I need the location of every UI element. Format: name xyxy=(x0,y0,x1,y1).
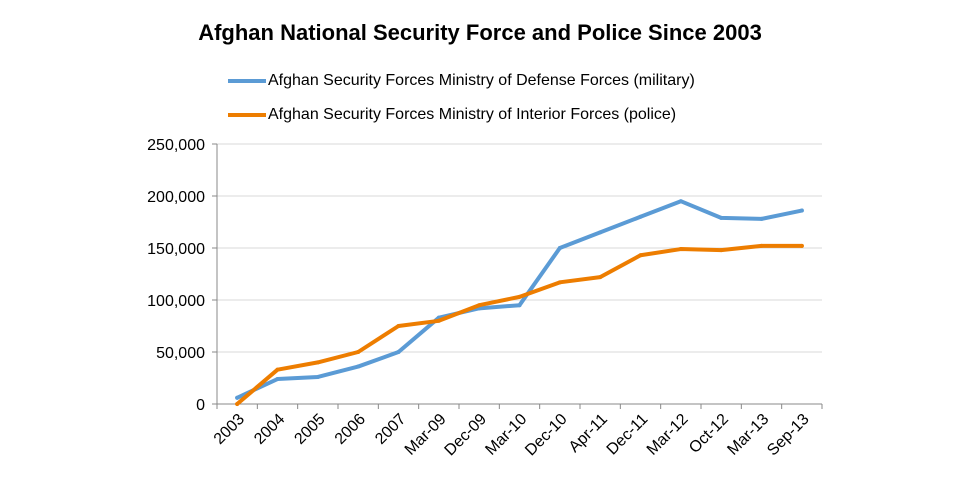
x-tick-label: Oct-12 xyxy=(686,411,732,457)
data-point xyxy=(235,402,240,406)
legend-label: Afghan Security Forces Ministry of Defen… xyxy=(268,72,695,89)
y-tick-label: 50,000 xyxy=(156,345,205,362)
data-point xyxy=(719,248,724,253)
y-tick-label: 250,000 xyxy=(147,137,205,154)
x-tick-label: Dec-10 xyxy=(522,411,571,460)
data-point xyxy=(759,216,764,221)
data-point xyxy=(436,318,441,323)
legend-item-military: Afghan Security Forces Ministry of Defen… xyxy=(228,72,695,90)
data-point xyxy=(759,243,764,248)
x-tick-label: 2003 xyxy=(211,411,248,448)
x-tick-label: Sep-13 xyxy=(764,411,813,460)
data-point xyxy=(638,253,643,258)
data-point xyxy=(678,247,683,252)
y-tick-label: 0 xyxy=(196,397,205,414)
x-tick-label: Mar-10 xyxy=(482,411,530,459)
x-tick-label: Mar-13 xyxy=(724,411,772,459)
legend-item-police: Afghan Security Forces Ministry of Inter… xyxy=(228,106,676,124)
y-tick-label: 200,000 xyxy=(147,189,205,206)
data-point xyxy=(356,350,361,354)
data-point xyxy=(557,246,562,250)
data-point xyxy=(356,364,361,369)
data-point xyxy=(598,230,603,235)
x-tick-label: Apr-11 xyxy=(566,411,611,456)
legend-swatch xyxy=(228,79,266,83)
data-point xyxy=(517,303,522,308)
series-line-military xyxy=(235,199,804,400)
data-point xyxy=(799,208,804,213)
data-point xyxy=(799,243,804,248)
data-point xyxy=(719,215,724,220)
data-point xyxy=(275,367,280,372)
x-tick-label: 2006 xyxy=(332,411,369,448)
legend-label: Afghan Security Forces Ministry of Inter… xyxy=(268,106,677,123)
series-line-police xyxy=(235,243,804,406)
y-tick-label: 100,000 xyxy=(147,293,205,310)
data-point xyxy=(517,294,522,299)
legend-swatch xyxy=(228,113,266,117)
chart-title: Afghan National Security Force and Polic… xyxy=(198,20,762,45)
data-point xyxy=(598,275,603,280)
data-point xyxy=(678,199,683,204)
x-tick-label: Mar-09 xyxy=(402,411,450,459)
x-tick-label: 2007 xyxy=(372,411,409,448)
data-point xyxy=(477,303,482,308)
x-tick-label: 2005 xyxy=(291,411,328,448)
data-point xyxy=(235,395,240,400)
data-point xyxy=(638,214,643,219)
x-tick-label: Dec-09 xyxy=(442,411,491,460)
data-point xyxy=(396,324,401,328)
data-point xyxy=(315,374,320,379)
data-point xyxy=(557,280,562,285)
x-tick-label: 2004 xyxy=(251,411,288,448)
data-point xyxy=(315,360,320,365)
y-tick-label: 150,000 xyxy=(147,241,205,258)
data-point xyxy=(396,350,401,354)
x-tick-label: Dec-11 xyxy=(604,411,652,459)
data-point xyxy=(275,377,280,382)
x-tick-label: Mar-12 xyxy=(644,411,692,459)
